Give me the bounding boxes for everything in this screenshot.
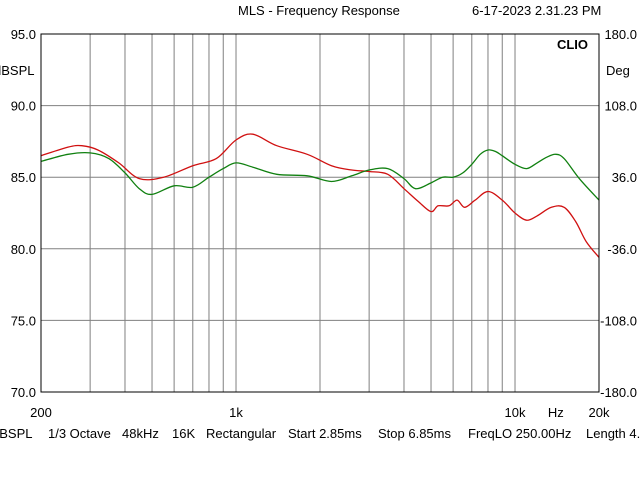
x-tick-label: 10k [505,405,526,420]
y-right-tick-label: 180.0 [604,27,637,42]
timestamp: 6-17-2023 2.31.23 PM [472,3,602,18]
red-trace [40,133,600,258]
footer-unit: dBSPL [0,426,33,441]
footer-window: Rectangular [206,426,277,441]
brand-label: CLIO [557,37,588,52]
y-right-tick-label: -108.0 [600,313,637,328]
chart-title: MLS - Frequency Response [238,3,400,18]
x-tick-label: 1k [229,405,243,420]
y-left-tick-label: 90.0 [11,99,36,114]
y-left-tick-label: 85.0 [11,170,36,185]
y-right-axis-label: Deg [606,63,630,78]
measurement-info-bar: dBSPL 1/3 Octave 48kHz 16K Rectangular S… [0,426,640,444]
footer-smoothing: 1/3 Octave [48,426,111,441]
x-tick-label: Hz [548,405,564,420]
footer-freq-lo: FreqLO 250.00Hz [468,426,572,441]
y-right-tick-label: -36.0 [607,242,637,257]
y-left-axis-label: dBSPL [0,63,34,78]
x-tick-label: 20k [589,405,610,420]
y-right-tick-label: 108.0 [604,99,637,114]
x-tick-label: 200 [30,405,52,420]
footer-length: Length 4.0 [586,426,640,441]
y-right-tick-label: 36.0 [612,170,637,185]
traces [40,133,600,258]
y-left-tick-label: 80.0 [11,242,36,257]
plot-border [40,33,600,393]
y-right-tick-label: -180.0 [600,385,637,400]
footer-start: Start 2.85ms [288,426,362,441]
y-left-tick-label: 75.0 [11,313,36,328]
y-left-tick-label: 70.0 [11,385,36,400]
footer-stop: Stop 6.85ms [378,426,451,441]
green-trace [40,149,600,201]
footer-size: 16K [172,426,196,441]
footer-sample-rate: 48kHz [122,426,159,441]
y-left-tick-label: 95.0 [11,27,36,42]
tick-labels: 95.0 90.0 85.0 80.0 75.0 70.0 180.0 108.0 36.0 -3… [11,27,637,420]
